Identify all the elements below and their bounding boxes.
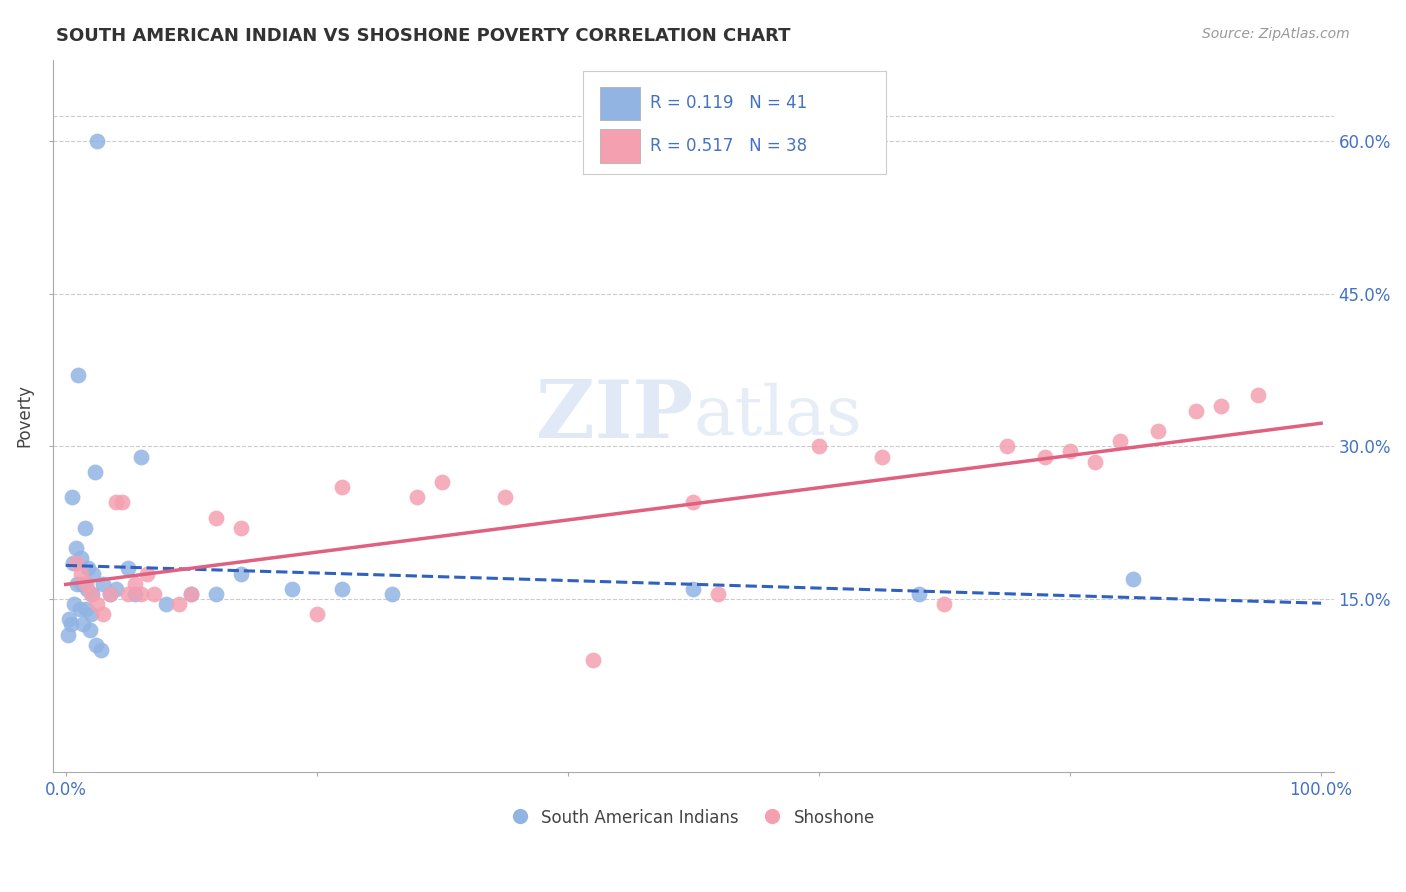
Point — [93, 576, 115, 591]
Text: atlas: atlas — [693, 383, 862, 449]
Point — [870, 450, 893, 464]
Y-axis label: Poverty: Poverty — [15, 384, 32, 447]
Text: R = 0.517   N = 38: R = 0.517 N = 38 — [650, 137, 807, 155]
Point — [1247, 388, 1270, 402]
Point — [180, 587, 202, 601]
Point — [142, 587, 165, 601]
Point — [60, 490, 83, 504]
Point — [124, 576, 146, 591]
Point — [1184, 403, 1206, 417]
Point — [86, 134, 108, 148]
Point — [65, 557, 87, 571]
Point — [682, 495, 704, 509]
Point — [69, 602, 91, 616]
Text: ZIP: ZIP — [536, 376, 693, 455]
Point — [231, 566, 253, 581]
Point — [82, 566, 104, 581]
Point — [1209, 399, 1232, 413]
Point — [84, 638, 107, 652]
Point — [1033, 450, 1056, 464]
Point — [59, 617, 82, 632]
Point — [180, 587, 202, 601]
Point — [807, 439, 830, 453]
Legend: South American Indians, Shoshone: South American Indians, Shoshone — [503, 800, 883, 835]
Point — [76, 582, 98, 596]
Point — [62, 557, 84, 571]
Point — [155, 597, 177, 611]
Point — [72, 617, 94, 632]
Text: Source: ZipAtlas.com: Source: ZipAtlas.com — [1202, 27, 1350, 41]
Point — [69, 566, 91, 581]
Point — [58, 612, 80, 626]
Point — [67, 368, 90, 383]
Point — [73, 521, 96, 535]
Point — [129, 587, 152, 601]
Point — [90, 643, 112, 657]
Point — [1147, 424, 1170, 438]
Point — [65, 541, 87, 556]
Point — [280, 582, 302, 596]
Point — [205, 510, 228, 524]
Point — [80, 587, 103, 601]
Point — [58, 627, 80, 641]
Point — [330, 582, 353, 596]
Point — [80, 587, 103, 601]
Point — [1122, 572, 1144, 586]
Point — [205, 587, 228, 601]
Point — [136, 566, 159, 581]
Point — [995, 439, 1018, 453]
Point — [432, 475, 454, 489]
Point — [1059, 444, 1081, 458]
Point — [104, 495, 127, 509]
Point — [330, 480, 353, 494]
Point — [75, 576, 97, 591]
Point — [83, 465, 105, 479]
Point — [682, 582, 704, 596]
Point — [406, 490, 429, 504]
Point — [167, 597, 190, 611]
Point — [494, 490, 516, 504]
Point — [117, 561, 139, 575]
Point — [66, 576, 89, 591]
Point — [305, 607, 328, 622]
Point — [117, 587, 139, 601]
Point — [63, 597, 86, 611]
Point — [104, 582, 127, 596]
Point — [908, 587, 931, 601]
Point — [1109, 434, 1132, 449]
Point — [98, 587, 121, 601]
Point — [381, 587, 404, 601]
Text: SOUTH AMERICAN INDIAN VS SHOSHONE POVERTY CORRELATION CHART: SOUTH AMERICAN INDIAN VS SHOSHONE POVERT… — [56, 27, 790, 45]
Point — [98, 587, 121, 601]
Point — [111, 495, 134, 509]
Point — [79, 623, 101, 637]
Point — [124, 587, 146, 601]
Point — [582, 653, 605, 667]
Point — [75, 602, 97, 616]
Point — [70, 576, 93, 591]
Point — [86, 597, 108, 611]
Point — [93, 607, 115, 622]
Point — [77, 561, 100, 575]
Point — [69, 551, 91, 566]
Point — [1084, 455, 1107, 469]
Point — [129, 450, 152, 464]
Point — [231, 521, 253, 535]
Point — [707, 587, 730, 601]
Point — [80, 607, 103, 622]
Point — [934, 597, 956, 611]
Text: R = 0.119   N = 41: R = 0.119 N = 41 — [650, 95, 807, 112]
